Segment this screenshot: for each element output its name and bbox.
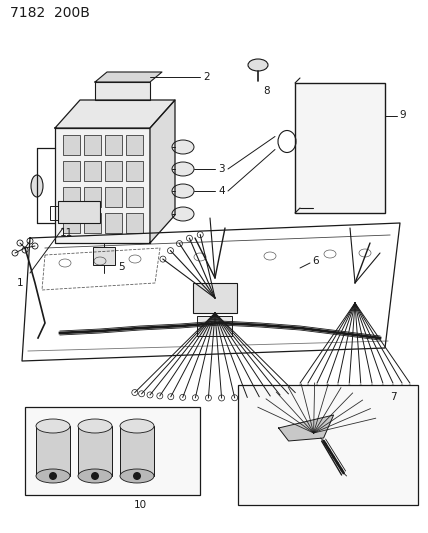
Bar xyxy=(193,283,237,313)
Bar xyxy=(84,213,101,233)
Ellipse shape xyxy=(78,469,112,483)
Polygon shape xyxy=(150,100,175,243)
Bar xyxy=(126,187,143,207)
Text: 1: 1 xyxy=(17,278,24,288)
Polygon shape xyxy=(95,72,162,82)
Polygon shape xyxy=(55,100,175,128)
Text: 5: 5 xyxy=(118,262,125,272)
Bar xyxy=(63,135,80,155)
Text: 6: 6 xyxy=(312,256,318,266)
Text: 8: 8 xyxy=(263,86,270,96)
Bar xyxy=(63,187,80,207)
Bar xyxy=(126,135,143,155)
Bar xyxy=(36,426,70,476)
Ellipse shape xyxy=(172,162,194,176)
Text: 11: 11 xyxy=(60,228,73,238)
Circle shape xyxy=(133,472,141,480)
Bar xyxy=(84,135,101,155)
Bar xyxy=(105,135,122,155)
Bar xyxy=(63,213,80,233)
Circle shape xyxy=(91,472,99,480)
Bar xyxy=(105,161,122,181)
Text: 7: 7 xyxy=(390,392,397,402)
Ellipse shape xyxy=(78,419,112,433)
Ellipse shape xyxy=(172,140,194,154)
Bar xyxy=(197,316,232,336)
Text: 10: 10 xyxy=(134,500,147,510)
Ellipse shape xyxy=(36,419,70,433)
Ellipse shape xyxy=(248,59,268,71)
Bar xyxy=(126,161,143,181)
Bar xyxy=(63,161,80,181)
Text: 2: 2 xyxy=(203,72,210,82)
Circle shape xyxy=(49,472,57,480)
Ellipse shape xyxy=(120,469,154,483)
Bar xyxy=(105,213,122,233)
Bar xyxy=(58,201,100,223)
Text: 7182  200B: 7182 200B xyxy=(10,6,90,20)
Ellipse shape xyxy=(120,419,154,433)
Bar xyxy=(295,83,385,213)
Ellipse shape xyxy=(172,207,194,221)
Bar xyxy=(55,128,150,243)
Bar xyxy=(50,206,58,220)
Bar xyxy=(105,187,122,207)
Ellipse shape xyxy=(36,469,70,483)
Bar xyxy=(93,247,115,265)
Bar xyxy=(238,385,418,505)
Bar xyxy=(25,407,200,495)
Bar xyxy=(84,161,101,181)
Bar xyxy=(95,82,150,100)
Bar xyxy=(78,426,112,476)
Ellipse shape xyxy=(31,175,43,197)
Polygon shape xyxy=(279,415,333,441)
Ellipse shape xyxy=(172,184,194,198)
Bar xyxy=(126,213,143,233)
Bar xyxy=(84,187,101,207)
Text: 4: 4 xyxy=(218,186,225,196)
Bar xyxy=(120,426,154,476)
Text: 3: 3 xyxy=(218,164,225,174)
Text: 9: 9 xyxy=(399,110,406,120)
